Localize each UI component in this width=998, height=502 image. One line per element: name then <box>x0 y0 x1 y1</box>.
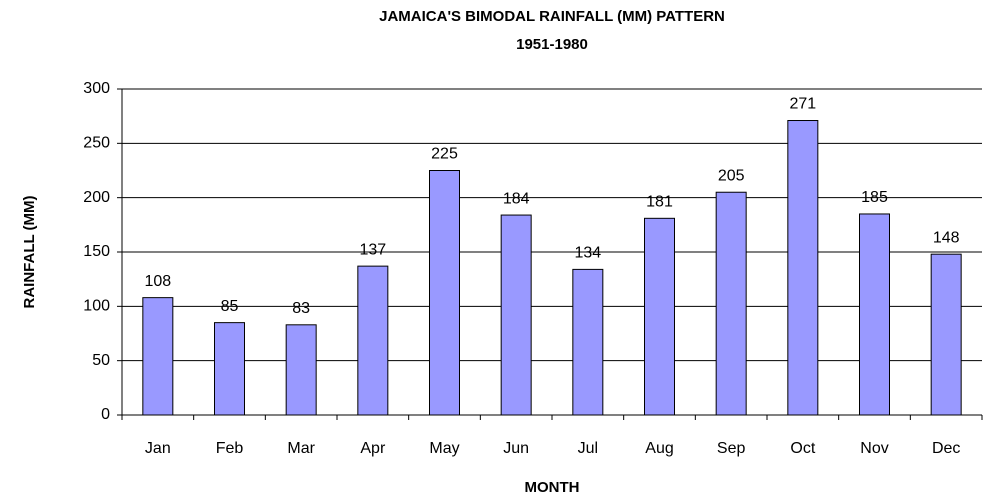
bar <box>787 120 819 416</box>
data-label: 108 <box>144 273 171 290</box>
data-label: 83 <box>292 300 310 317</box>
data-label: 225 <box>431 146 458 163</box>
bar <box>644 217 675 416</box>
bar <box>859 213 890 416</box>
y-tick-label: 200 <box>83 189 110 206</box>
data-label: 85 <box>221 298 239 315</box>
y-axis-label: RAINFALL (MM) <box>21 195 38 308</box>
bar <box>142 297 174 416</box>
y-tick-label: 250 <box>83 135 110 152</box>
bar <box>214 322 245 416</box>
x-tick-label: Nov <box>860 440 888 457</box>
x-tick-label: Aug <box>645 440 673 457</box>
chart-title: JAMAICA'S BIMODAL RAINFALL (MM) PATTERN <box>379 8 725 25</box>
x-tick-label: May <box>429 440 459 457</box>
x-tick-label: Mar <box>287 440 315 457</box>
bar <box>500 214 532 416</box>
bar <box>357 265 389 416</box>
x-tick-label: Feb <box>216 440 244 457</box>
x-tick-label: Oct <box>790 440 815 457</box>
bar <box>429 170 460 416</box>
data-label: 271 <box>789 96 816 113</box>
y-tick-label: 50 <box>92 352 110 369</box>
y-tick-label: 300 <box>83 80 110 97</box>
data-label: 184 <box>503 190 530 207</box>
bar <box>285 324 317 416</box>
x-tick-label: Jul <box>578 440 598 457</box>
chart-subtitle: 1951-1980 <box>516 36 588 53</box>
data-label: 181 <box>646 194 673 211</box>
data-label: 148 <box>933 229 960 246</box>
y-tick-label: 100 <box>83 298 110 315</box>
bar <box>715 191 747 416</box>
data-label: 137 <box>359 241 386 258</box>
data-label: 205 <box>718 167 745 184</box>
x-tick-label: Jun <box>503 440 529 457</box>
y-tick-label: 0 <box>101 406 110 423</box>
bar <box>572 268 604 416</box>
x-axis-label: MONTH <box>525 479 580 496</box>
bar <box>930 253 962 416</box>
x-tick-label: Jan <box>145 440 171 457</box>
data-label: 185 <box>861 189 888 206</box>
y-tick-label: 150 <box>83 243 110 260</box>
x-tick-label: Sep <box>717 440 746 457</box>
x-tick-label: Dec <box>932 440 960 457</box>
x-tick-label: Apr <box>360 440 386 457</box>
data-label: 134 <box>574 245 601 262</box>
